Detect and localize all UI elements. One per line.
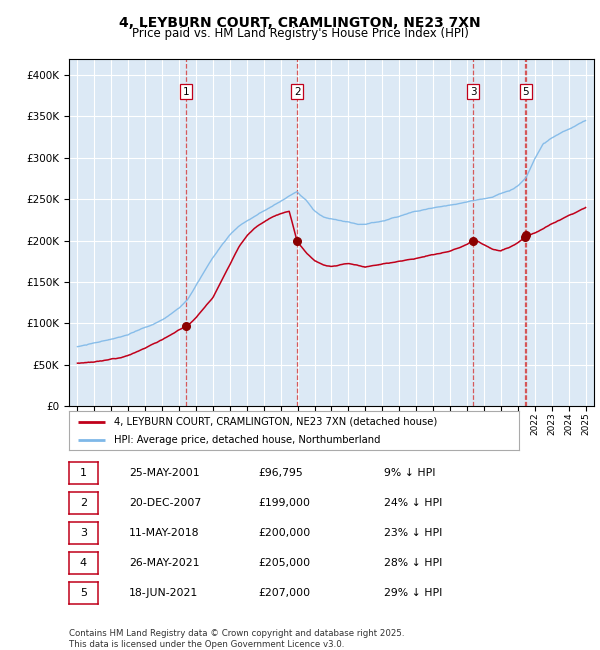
Text: 4, LEYBURN COURT, CRAMLINGTON, NE23 7XN: 4, LEYBURN COURT, CRAMLINGTON, NE23 7XN — [119, 16, 481, 30]
Text: 11-MAY-2018: 11-MAY-2018 — [129, 528, 199, 538]
Text: £205,000: £205,000 — [258, 558, 310, 568]
Text: Contains HM Land Registry data © Crown copyright and database right 2025.
This d: Contains HM Land Registry data © Crown c… — [69, 629, 404, 649]
Text: 29% ↓ HPI: 29% ↓ HPI — [384, 588, 442, 598]
Text: 20-DEC-2007: 20-DEC-2007 — [129, 498, 201, 508]
Text: 4: 4 — [80, 558, 87, 568]
Text: 3: 3 — [470, 86, 476, 97]
Text: 25-MAY-2001: 25-MAY-2001 — [129, 468, 200, 478]
Text: £96,795: £96,795 — [258, 468, 303, 478]
Text: 1: 1 — [80, 468, 87, 478]
Text: 5: 5 — [523, 86, 529, 97]
Text: £199,000: £199,000 — [258, 498, 310, 508]
Text: £207,000: £207,000 — [258, 588, 310, 598]
Text: 23% ↓ HPI: 23% ↓ HPI — [384, 528, 442, 538]
Text: 5: 5 — [80, 588, 87, 598]
Text: 2: 2 — [80, 498, 87, 508]
Text: 1: 1 — [182, 86, 189, 97]
Text: Price paid vs. HM Land Registry's House Price Index (HPI): Price paid vs. HM Land Registry's House … — [131, 27, 469, 40]
Text: 24% ↓ HPI: 24% ↓ HPI — [384, 498, 442, 508]
Text: 3: 3 — [80, 528, 87, 538]
Text: 4, LEYBURN COURT, CRAMLINGTON, NE23 7XN (detached house): 4, LEYBURN COURT, CRAMLINGTON, NE23 7XN … — [114, 417, 437, 427]
Text: 9% ↓ HPI: 9% ↓ HPI — [384, 468, 436, 478]
Text: HPI: Average price, detached house, Northumberland: HPI: Average price, detached house, Nort… — [114, 435, 380, 445]
Text: 28% ↓ HPI: 28% ↓ HPI — [384, 558, 442, 568]
Text: 18-JUN-2021: 18-JUN-2021 — [129, 588, 198, 598]
Text: £200,000: £200,000 — [258, 528, 310, 538]
Text: 2: 2 — [294, 86, 301, 97]
Text: 26-MAY-2021: 26-MAY-2021 — [129, 558, 199, 568]
